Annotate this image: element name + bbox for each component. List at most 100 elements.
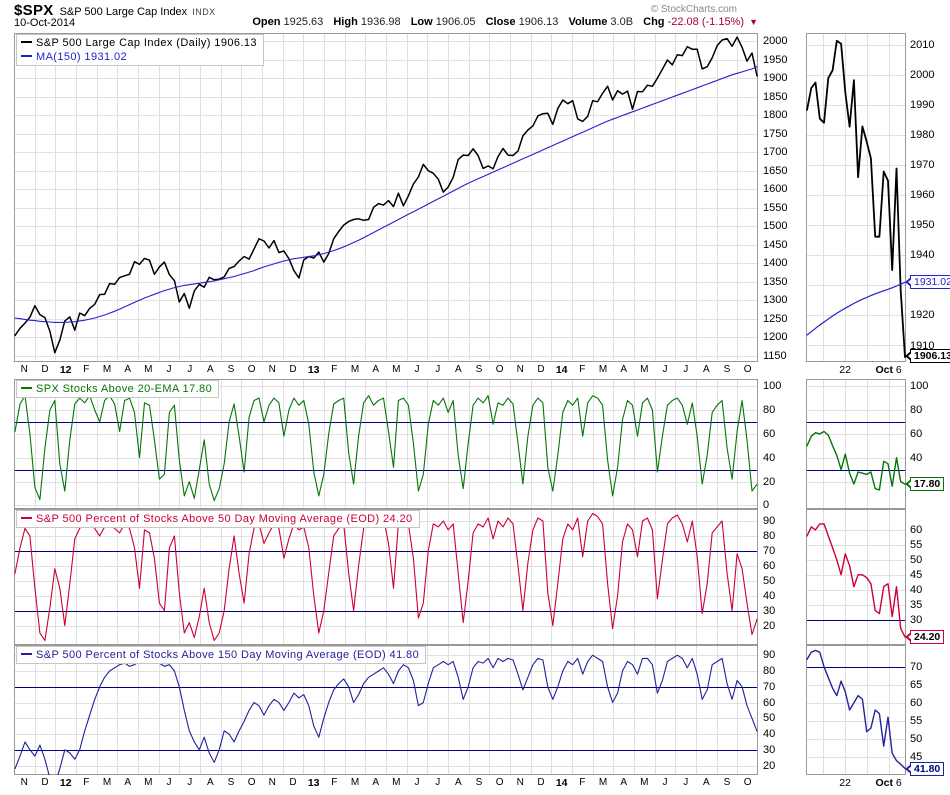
y-axis-label: 60 — [763, 559, 776, 572]
inset-y-axis-label: 30 — [910, 613, 923, 626]
x-axis-label: N — [268, 777, 276, 788]
x-axis-label: N — [516, 777, 524, 788]
y-axis-label: 70 — [763, 544, 776, 557]
y-axis-label: 1850 — [763, 90, 788, 103]
x-axis-label: J — [187, 777, 193, 788]
legend-dash-icon — [21, 54, 32, 57]
y-axis-label: 1500 — [763, 220, 788, 233]
x-axis-label: S — [723, 777, 731, 788]
x-axis-label: S — [475, 364, 483, 375]
open-value: 1925.63 — [283, 16, 324, 28]
y-axis-label: 1750 — [763, 127, 788, 140]
inset-y-axis-label: 55 — [910, 538, 923, 551]
inset-y-axis-label: 1950 — [910, 219, 935, 232]
x-axis-label: D — [537, 364, 545, 375]
x-axis-label: N — [20, 777, 28, 788]
x-axis-label: M — [102, 364, 112, 375]
y-axis-label: 1950 — [763, 53, 788, 66]
legend-text: S&P 500 Percent of Stocks Above 50 Day M… — [36, 513, 413, 525]
legend-dash-icon — [21, 516, 32, 519]
x-axis-label: F — [579, 364, 586, 375]
x-axis-label: O — [743, 364, 752, 375]
y-axis-label: 30 — [763, 604, 776, 617]
index-name: S&P 500 Large Cap Index — [59, 6, 188, 18]
y-axis-label: 40 — [763, 728, 776, 740]
inset-y-axis-label: 60 — [910, 427, 923, 440]
y-axis-label: 100 — [763, 380, 782, 393]
x-axis-label: O — [743, 777, 752, 788]
inset-y-axis-label: 40 — [910, 583, 923, 596]
y-axis-label: 20 — [763, 759, 776, 772]
x-axis-label: A — [372, 364, 380, 375]
y-axis-label: 1300 — [763, 294, 788, 307]
x-axis-label: M — [144, 777, 153, 788]
callout-price: 1906.13 — [905, 349, 950, 363]
inset-y-axis-label: 1960 — [910, 189, 935, 202]
symbol: $SPX — [14, 2, 54, 19]
y-axis-label: 1200 — [763, 331, 788, 344]
inset-y-axis-label: 1940 — [910, 249, 935, 262]
x-axis-label: A — [454, 777, 462, 788]
volume-label: Volume — [568, 16, 608, 28]
legend-dash-icon — [21, 40, 32, 43]
y-axis-label: 1450 — [763, 238, 788, 251]
y-axis-label: 60 — [763, 696, 776, 709]
inset-y-axis-label: 2010 — [910, 39, 935, 51]
x-axis-label: S — [475, 777, 483, 788]
inset-y-axis-label: 60 — [910, 696, 923, 709]
legend-text: S&P 500 Percent of Stocks Above 150 Day … — [36, 649, 420, 661]
y-axis-label: 80 — [763, 529, 776, 542]
legend-price: S&P 500 Large Cap Index (Daily) 1906.13 M… — [16, 34, 264, 66]
x-axis-label: A — [620, 777, 628, 788]
x-axis-label: 13 — [307, 777, 320, 789]
y-axis-label: 80 — [763, 665, 776, 677]
inset-y-axis-label: 45 — [910, 750, 923, 763]
x-axis-label: O — [247, 364, 256, 375]
inset-y-axis-label: 70 — [910, 660, 923, 673]
x-axis-label: O — [495, 777, 504, 788]
high-value: 1936.98 — [360, 16, 401, 28]
inset-y-axis-label: 2000 — [910, 69, 935, 82]
x-axis-label: M — [144, 364, 153, 375]
x-axis-label: 14 — [555, 777, 568, 789]
x-axis-label: D — [41, 364, 49, 375]
inset-pct_above_50dma — [806, 509, 906, 645]
y-axis-label: 40 — [763, 589, 776, 602]
x-axis-label: 12 — [59, 364, 72, 376]
x-axis-label: S — [227, 364, 235, 375]
x-axis-label: D — [537, 777, 545, 788]
chart-date: 10-Oct-2014 — [14, 17, 76, 29]
x-axis-label: J — [662, 777, 668, 788]
panel-pct_above_20ema — [14, 379, 758, 509]
change-down-icon: ▼ — [749, 17, 758, 27]
x-axis-label: O — [247, 777, 256, 788]
callout-price: 1931.02 — [905, 275, 950, 290]
series-S&P 500 % Above 150-DMA (last month) — [806, 649, 906, 770]
y-axis-label: 1900 — [763, 72, 788, 85]
open-label: Open — [252, 16, 281, 28]
legend-pct_above_20ema: SPX Stocks Above 20-EMA 17.80 — [16, 380, 220, 398]
inset-y-axis-label: 65 — [910, 678, 923, 691]
inset-y-axis-label: 100 — [910, 380, 929, 393]
inset-x-axis-label: 22 — [839, 364, 851, 376]
y-axis-label: 1400 — [763, 257, 788, 270]
x-axis-label: N — [20, 364, 28, 375]
callout-arrow-icon — [908, 352, 913, 360]
legend-text: SPX Stocks Above 20-EMA 17.80 — [36, 383, 213, 395]
chart-header: $SPX S&P 500 Large Cap Index INDX — [14, 2, 216, 19]
x-axis-label: A — [702, 777, 710, 788]
x-axis-label: N — [268, 364, 276, 375]
callout-arrow-icon — [908, 278, 913, 287]
volume-value: 3.0B — [610, 16, 634, 28]
x-axis-label: M — [392, 364, 401, 375]
x-axis-label: S — [227, 777, 235, 788]
y-axis-label: 1800 — [763, 109, 788, 122]
legend-text: MA(150) 1931.02 — [36, 51, 127, 63]
y-axis-label: 50 — [763, 712, 776, 725]
x-axis-label: M — [102, 777, 112, 788]
inset-y-axis-label: 1920 — [910, 309, 935, 322]
series-S&P 500 % Above 50-DMA — [14, 512, 758, 642]
x-axis-label: J — [662, 364, 668, 375]
series-SPX Stocks Above 20-EMA — [14, 395, 758, 502]
inset-x-axis-label: Oct 6 — [875, 364, 902, 376]
